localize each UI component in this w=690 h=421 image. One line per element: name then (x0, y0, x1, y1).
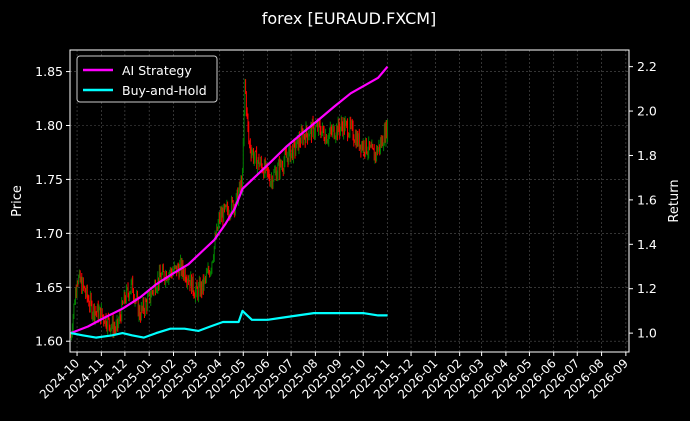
x-axis: 2024-102024-112024-122025-012025-022025-… (37, 352, 631, 402)
series-line-ai-strategy (70, 65, 389, 335)
y-axis-left-label: Price (10, 185, 25, 217)
return-lines (70, 65, 389, 339)
y-left-tick-label: 1.85 (35, 64, 63, 79)
legend-label-buy-and-hold: Buy-and-Hold (122, 83, 207, 98)
y-right-tick-label: 2.0 (637, 104, 657, 119)
legend: AI Strategy Buy-and-Hold (76, 55, 218, 103)
y-axis-left: 1.60 1.65 1.70 1.75 1.80 1.85 (35, 64, 70, 349)
price-candles (70, 78, 389, 341)
y-right-tick-label: 1.0 (637, 326, 657, 341)
y-axis-right-label: Return (667, 179, 682, 222)
plot-frame (69, 49, 630, 353)
y-axis-right: 1.0 1.2 1.4 1.6 1.8 2.0 2.2 (629, 59, 657, 341)
y-left-tick-label: 1.80 (35, 118, 63, 133)
y-right-tick-label: 2.2 (637, 59, 657, 74)
y-right-tick-label: 1.8 (637, 148, 657, 163)
y-left-tick-label: 1.75 (35, 172, 63, 187)
chart-title: forex [EURAUD.FXCM] (262, 9, 437, 28)
series-line-buy-and-hold (70, 309, 388, 339)
y-right-tick-label: 1.2 (637, 281, 657, 296)
y-left-tick-label: 1.70 (35, 226, 63, 241)
y-left-tick-label: 1.65 (35, 280, 63, 295)
y-left-tick-label: 1.60 (35, 334, 63, 349)
legend-label-ai-strategy: AI Strategy (122, 63, 192, 78)
y-right-tick-label: 1.4 (637, 237, 657, 252)
y-right-tick-label: 1.6 (637, 192, 657, 207)
